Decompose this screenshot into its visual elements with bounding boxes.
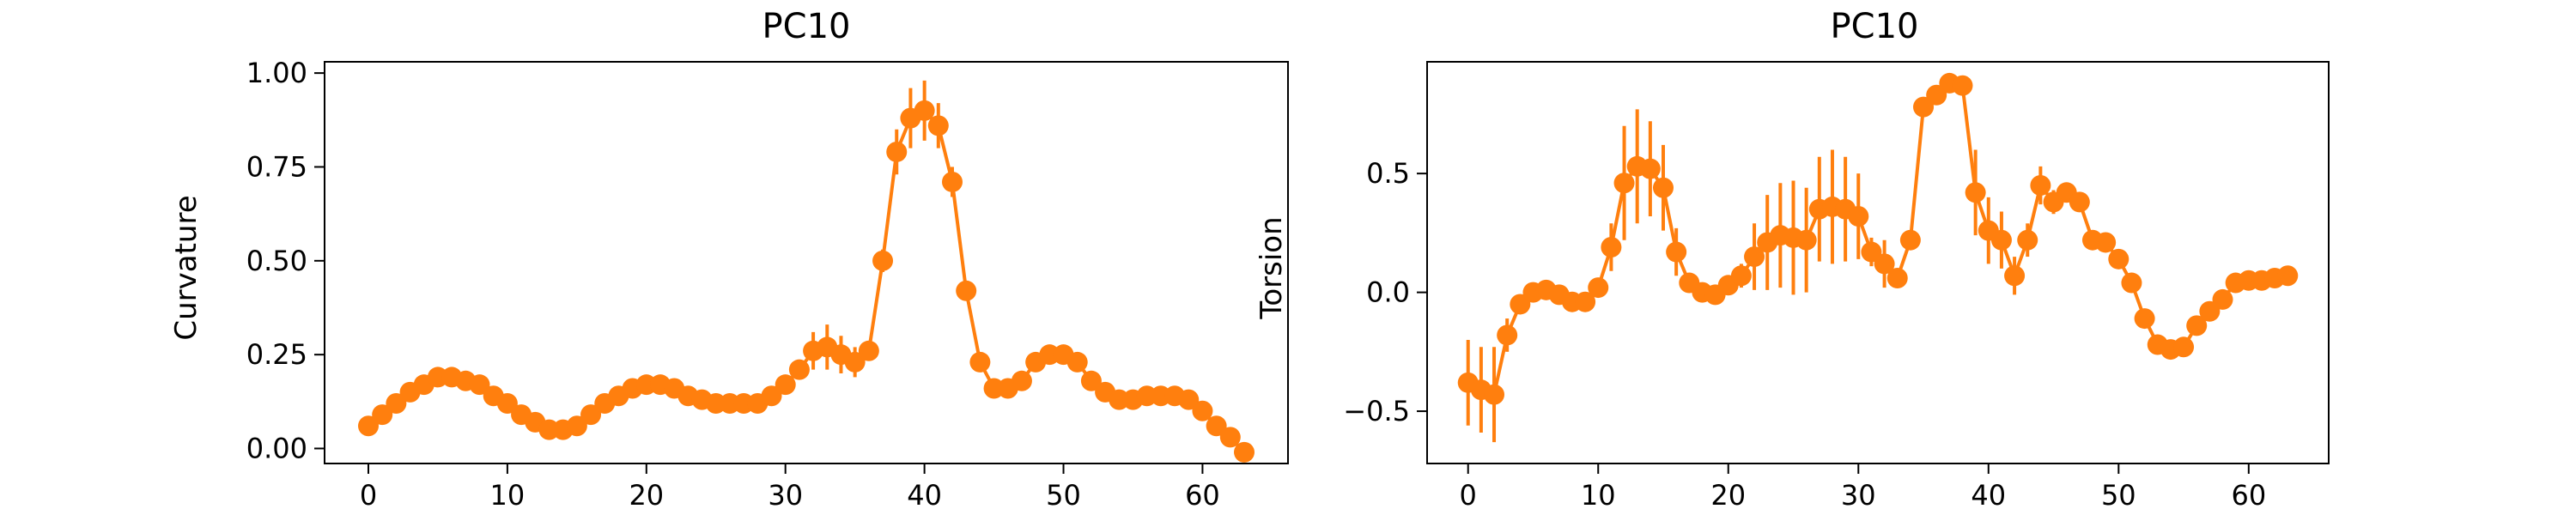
data-point: [1744, 246, 1765, 268]
x-tick-label: 60: [2231, 479, 2266, 512]
data-point: [1666, 241, 1687, 263]
x-tick-label: 20: [1710, 479, 1746, 512]
data-point: [1080, 370, 1102, 391]
data-point: [1066, 351, 1088, 373]
data-point: [2199, 300, 2221, 322]
data-point: [2121, 272, 2142, 294]
y-tick-label: 0.5: [1366, 157, 1410, 190]
data-point: [1234, 441, 1255, 463]
data-point: [1575, 291, 1596, 312]
data-point: [775, 374, 796, 396]
y-tick-label: 1.00: [246, 57, 307, 89]
data-point: [1613, 173, 1635, 194]
y-tick-label: 0.00: [246, 433, 307, 465]
data-point: [1861, 241, 1882, 263]
data-point: [1510, 294, 1531, 315]
plot-area: 0 10 20 30 40 50 60 0.00 0.25 0.50 0.75 1.00: [246, 57, 1289, 512]
x-tick-label: 0: [360, 479, 377, 512]
data-point: [1011, 370, 1032, 391]
chart-title: PC10: [1831, 7, 1919, 46]
y-tick-label: −0.5: [1343, 395, 1410, 427]
x-tick-label: 40: [1971, 479, 2006, 512]
data-point: [1965, 182, 1986, 203]
data-point: [761, 385, 782, 407]
data-point: [2095, 232, 2117, 253]
data-point: [1588, 277, 1609, 299]
data-point: [358, 415, 379, 437]
data-point: [2277, 265, 2299, 287]
y-axis-label: Torsion: [1255, 216, 1289, 319]
data-point: [469, 374, 490, 396]
x-tick-label: 10: [490, 479, 526, 512]
data-point: [1990, 229, 2012, 251]
y-tick-label: 0.0: [1366, 276, 1410, 309]
y-axis-label: Curvature: [169, 195, 204, 340]
data-point: [1913, 96, 1935, 118]
data-point: [886, 141, 908, 162]
data-point: [1484, 384, 1505, 405]
x-tick-label: 0: [1460, 479, 1477, 512]
data-point: [372, 404, 393, 426]
data-point: [1926, 84, 1947, 106]
data-point: [2186, 315, 2208, 336]
data-point: [1497, 324, 1518, 346]
data-point: [1192, 400, 1213, 421]
x-tick-label: 20: [629, 479, 664, 512]
data-point: [1795, 229, 1817, 251]
x-tick-label: 50: [1046, 479, 1081, 512]
y-tick-label: 0.25: [246, 338, 307, 371]
data-point: [2017, 229, 2038, 251]
data-point: [2173, 336, 2195, 358]
data-point: [2030, 175, 2051, 196]
x-tick-label: 50: [2101, 479, 2136, 512]
data-point: [1886, 268, 1908, 288]
data-point: [580, 404, 602, 426]
chart-title: PC10: [762, 7, 851, 46]
x-tick-label: 30: [768, 479, 803, 512]
data-point: [1206, 415, 1227, 437]
data-point: [1952, 75, 1973, 96]
data-point: [1178, 389, 1200, 410]
x-tick-label: 10: [1581, 479, 1616, 512]
data-point: [788, 359, 810, 380]
data-point: [956, 280, 977, 301]
plot-area: 0 10 20 30 40 50 60 −0.5 0.0 0.5: [1343, 61, 2330, 512]
x-tick-label: 40: [907, 479, 942, 512]
data-point: [1874, 253, 1895, 275]
data-point: [969, 351, 991, 373]
data-point: [942, 171, 963, 192]
plot-frame: [1426, 61, 2330, 464]
chart-curvature: PC10 Curvature 0 10 20 30 40 50 60 0.00 0.25 0.50…: [169, 7, 1289, 512]
data-point: [566, 415, 587, 437]
data-point: [1601, 237, 1622, 258]
chart-torsion: PC10 Torsion 0 10 20 30 40 50 60 −0.5 0.0 0.5: [1255, 7, 2330, 512]
data-point: [914, 100, 935, 121]
data-point: [2004, 265, 2026, 287]
data-point: [927, 115, 949, 136]
x-tick-label: 30: [1841, 479, 1876, 512]
data-point: [496, 393, 518, 415]
data-point: [858, 340, 879, 361]
data-point: [1899, 229, 1921, 251]
data-point: [1219, 427, 1241, 448]
data-point: [1730, 265, 1752, 287]
data-point: [2212, 288, 2233, 310]
data-point: [1653, 177, 1674, 198]
y-tick-label: 0.50: [246, 245, 307, 277]
data-point: [1639, 158, 1661, 179]
data-point: [872, 250, 894, 271]
data-point: [844, 351, 866, 373]
plot-frame: [324, 61, 1289, 464]
data-point: [1848, 206, 1869, 227]
x-tick-label: 60: [1185, 479, 1220, 512]
y-tick-label: 0.75: [246, 150, 307, 183]
data-point: [386, 393, 407, 415]
data-point: [2108, 248, 2129, 270]
data-point: [2069, 191, 2090, 213]
data-point: [2134, 308, 2155, 330]
